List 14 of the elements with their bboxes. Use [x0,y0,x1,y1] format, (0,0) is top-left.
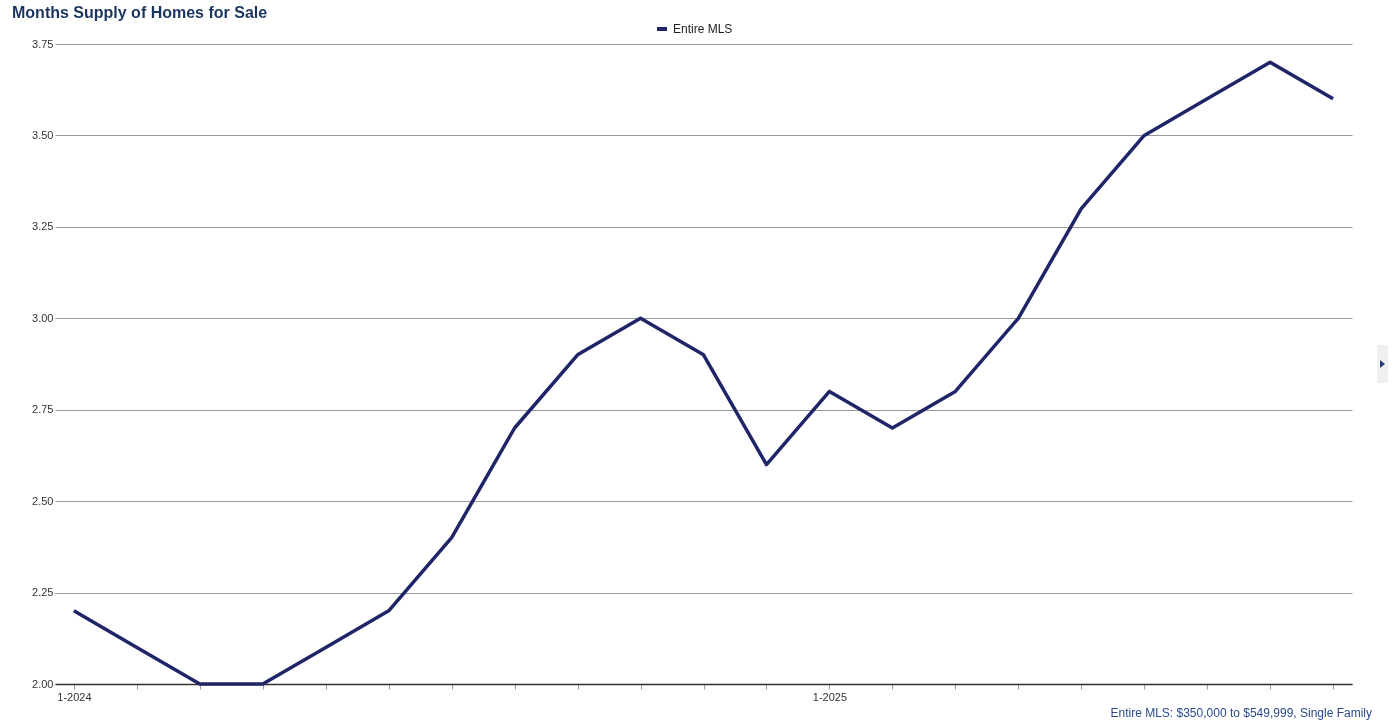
y-tick-label: 2.75 [32,403,54,416]
y-tick-label: 2.00 [32,677,54,690]
chart-title: Months Supply of Homes for Sale [12,4,268,22]
y-tick-label: 3.25 [32,220,54,233]
text: Entire MLS: $350,000 to $549,999, Single Family [1110,706,1372,720]
y-tick-label: 2.50 [32,494,54,507]
y-tick-label: 3.50 [32,128,54,141]
y-tick-label: 2.25 [32,586,54,599]
line-series [72,60,1335,686]
x-tick-label: 1-2025 [812,690,848,703]
y-tick-label: 3.75 [32,37,54,50]
x-tick-label: 1-2024 [57,690,92,703]
y-tick-label: 3.00 [32,311,54,324]
legend-label: Entire MLS [673,22,733,36]
